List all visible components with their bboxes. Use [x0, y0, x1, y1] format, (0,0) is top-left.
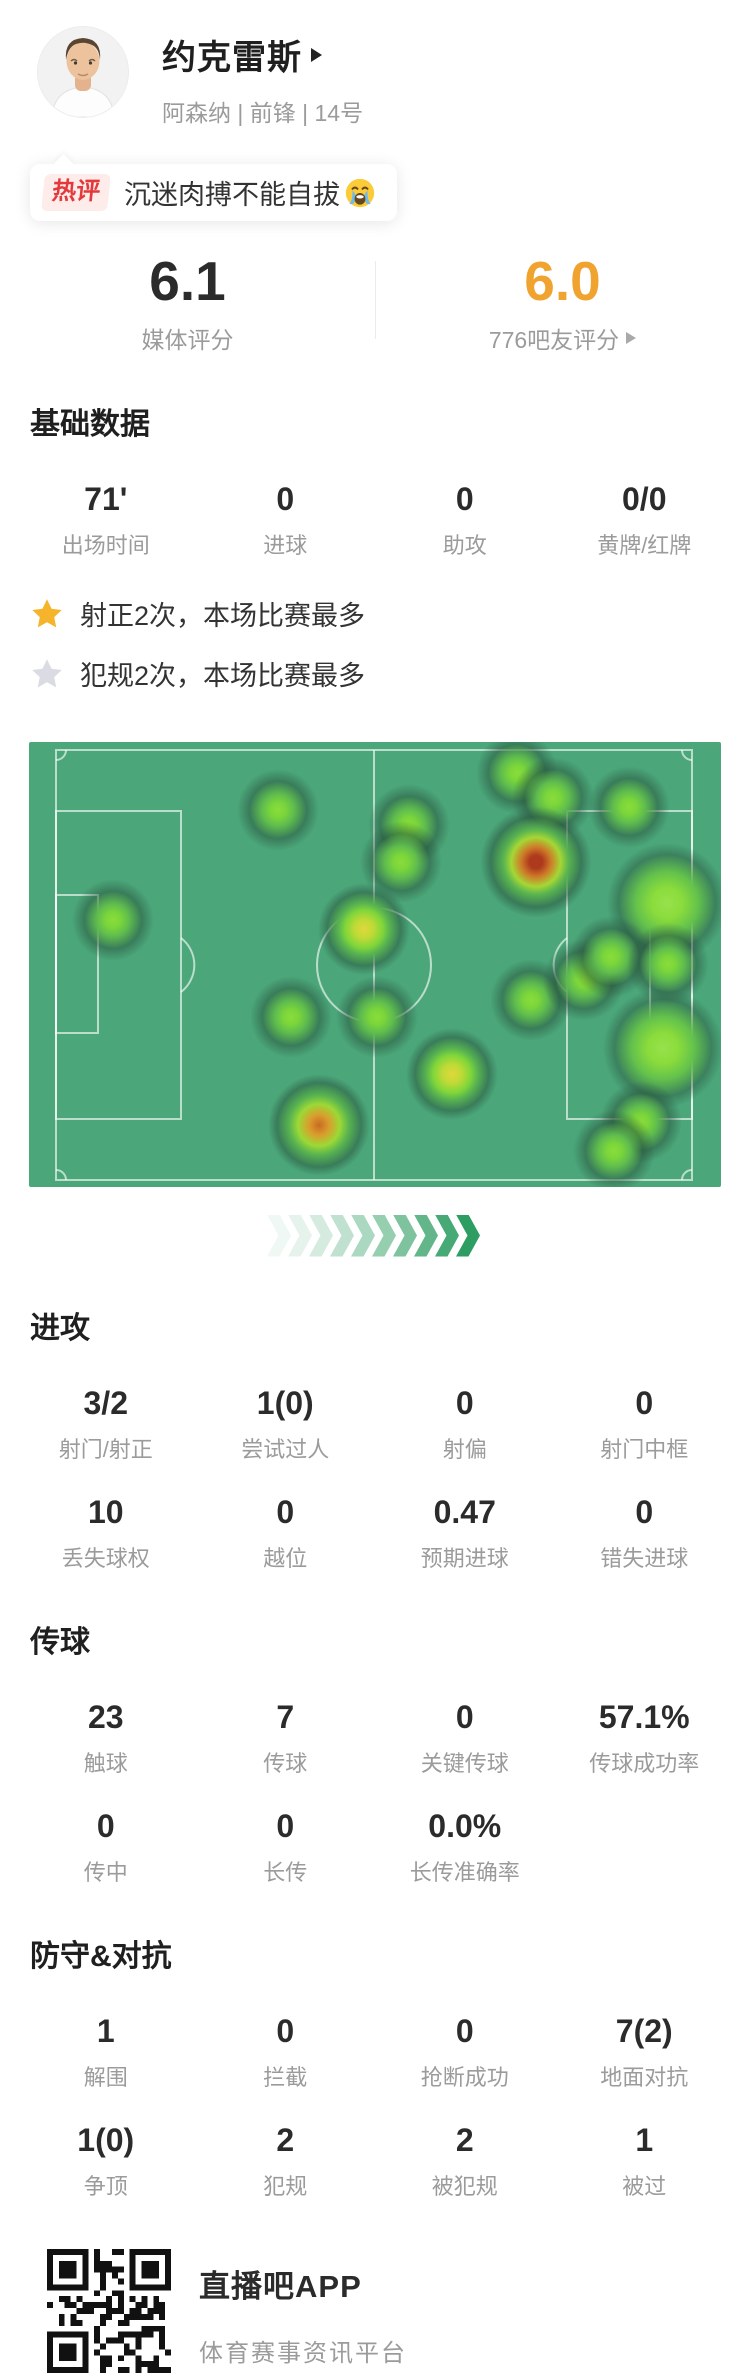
- hot-comment-card[interactable]: 热评 沉迷肉搏不能自拔: [30, 164, 397, 221]
- stat-interceptions: 0 拦截: [263, 2012, 308, 2090]
- chevron-icon: [393, 1214, 417, 1257]
- chevron-icon: [288, 1214, 312, 1257]
- stat-clearances: 1 解围: [83, 2012, 128, 2090]
- chevron-icon: [456, 1214, 480, 1257]
- defense-stats-grid: 1 解围 0 拦截 0 抢断成功 7(2) 地面对抗 1(0) 争顶 2 犯规 …: [0, 1983, 750, 2201]
- chevron-icon: [372, 1214, 396, 1257]
- attack-stats-grid: 3/2 射门/射正 1(0) 尝试过人 0 射偏 0 射门中框 10 丢失球权 …: [0, 1355, 750, 1573]
- heat-blob: [333, 973, 422, 1062]
- player-team-line: 阿森纳 | 前锋 | 14号: [162, 100, 364, 126]
- player-heatmap: [29, 741, 721, 1187]
- heat-blob: [584, 763, 673, 852]
- player-portrait-icon: [38, 27, 128, 117]
- media-score-label: 媒体评分: [141, 326, 234, 353]
- ratings-row: 6.1 媒体评分 6.0 776吧友评分: [0, 251, 750, 355]
- hot-comment-text: 沉迷肉搏不能自拔: [124, 180, 340, 210]
- gold-star-icon: [32, 598, 62, 627]
- media-score: 6.1: [149, 250, 226, 312]
- fan-score-caret-icon: [626, 331, 637, 344]
- stat-key-passes: 0 关键传球: [420, 1698, 509, 1776]
- chevron-icon: [330, 1214, 354, 1257]
- basic-stats-grid: 71' 出场时间 0 进球 0 助攻 0/0 黄牌/红牌: [0, 451, 750, 560]
- passing-stats-grid: 23 触球 7 传球 0 关键传球 57.1% 传球成功率 0 传中 0 长传 …: [0, 1669, 750, 1887]
- stat-shots: 3/2 射门/射正: [58, 1384, 153, 1462]
- stat-assists: 0 助攻: [442, 480, 487, 558]
- heat-blob: [478, 803, 595, 920]
- chevron-icon: [414, 1214, 438, 1257]
- stat-missed-chances: 0 错失进球: [600, 1493, 689, 1571]
- heat-blob: [569, 1107, 658, 1187]
- stat-crosses: 0 传中: [83, 1807, 128, 1885]
- chevron-icon: [267, 1214, 291, 1257]
- stat-dribbled-past: 1 被过: [622, 2121, 667, 2199]
- stat-passes: 7 传球: [263, 1698, 308, 1776]
- stat-fouls: 2 犯规: [263, 2121, 308, 2199]
- fan-score-label: 776吧友评分: [488, 326, 620, 353]
- stat-shots-off: 0 射偏: [442, 1384, 487, 1462]
- chevron-icon: [351, 1214, 375, 1257]
- heat-blob: [68, 875, 157, 964]
- fan-score: 6.0: [524, 250, 601, 312]
- heat-blob: [315, 881, 412, 978]
- avatar: [37, 26, 129, 118]
- section-title-passing: 传球: [30, 1625, 90, 1659]
- player-name-row[interactable]: 约克雷斯: [162, 30, 363, 79]
- section-title-basic: 基础数据: [30, 407, 150, 441]
- stat-tackles: 0 抢断成功: [420, 2012, 509, 2090]
- stat-long-balls: 0 长传: [263, 1807, 308, 1885]
- hot-comment-badge: 热评: [41, 174, 111, 211]
- stat-xg: 0.47 预期进球: [420, 1493, 509, 1571]
- heat-blob: [247, 973, 336, 1062]
- gray-star-icon: [32, 658, 62, 687]
- qr-code: [47, 2248, 171, 2373]
- stat-dribbles: 1(0) 尝试过人: [241, 1384, 330, 1462]
- stat-possession-lost: 10 丢失球权: [61, 1493, 150, 1571]
- ratings-divider: [375, 261, 376, 339]
- stat-fouled: 2 被犯规: [431, 2121, 498, 2199]
- app-footer: 直播吧APP 体育赛事资讯平台: [0, 2248, 750, 2373]
- stat-woodwork: 0 射门中框: [600, 1384, 689, 1462]
- heat-blob: [403, 1026, 500, 1123]
- section-title-attack: 进攻: [30, 1311, 90, 1345]
- chevron-icon: [309, 1214, 333, 1257]
- fan-rating[interactable]: 6.0 776吧友评分: [375, 251, 750, 355]
- stat-offsides: 0 越位: [263, 1493, 308, 1571]
- chevron-progress-icon: [0, 1213, 750, 1259]
- section-title-defense: 防守&对抗: [30, 1939, 172, 1973]
- stat-cards: 0/0 黄牌/红牌: [597, 480, 692, 558]
- heat-blob: [234, 765, 323, 854]
- stat-goals: 0 进球: [263, 480, 308, 558]
- name-caret-icon: [311, 47, 322, 62]
- app-title: 直播吧APP: [199, 2268, 362, 2304]
- stat-ground-duels: 7(2) 地面对抗: [600, 2012, 689, 2090]
- stat-minutes: 71' 出场时间: [61, 480, 150, 558]
- player-name: 约克雷斯: [162, 39, 302, 77]
- highlight-shots-on-target: 射正2次，本场比赛最多: [30, 584, 750, 644]
- stat-aerial-duels: 1(0) 争顶: [77, 2121, 135, 2199]
- highlight-text: 射正2次，本场比赛最多: [80, 601, 366, 631]
- chevron-icon: [435, 1214, 459, 1257]
- highlights: 射正2次，本场比赛最多 犯规2次，本场比赛最多: [0, 584, 750, 704]
- highlight-text: 犯规2次，本场比赛最多: [80, 661, 366, 691]
- crying-emoji-icon: [345, 178, 375, 208]
- media-rating: 6.1 媒体评分: [0, 251, 375, 355]
- stat-long-ball-accuracy: 0.0% 长传准确率: [409, 1807, 520, 1885]
- heat-blob: [265, 1071, 372, 1178]
- highlight-fouls: 犯规2次，本场比赛最多: [30, 644, 750, 704]
- app-subtitle: 体育赛事资讯平台: [199, 2339, 407, 2367]
- player-header: 约克雷斯 阿森纳 | 前锋 | 14号: [0, 0, 750, 128]
- stat-pass-accuracy: 57.1% 传球成功率: [589, 1698, 700, 1776]
- stat-touches: 23 触球: [83, 1698, 128, 1776]
